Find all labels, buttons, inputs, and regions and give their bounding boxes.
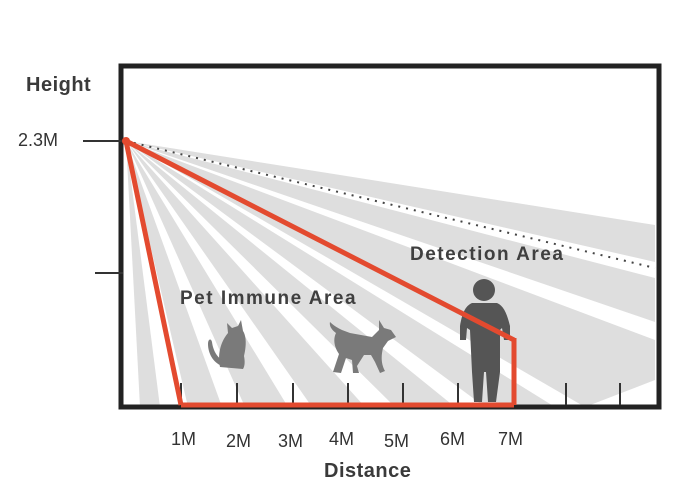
x-tick-1m: 1M [171,429,197,449]
x-tick-4m: 4M [329,429,355,449]
x-tick-3m: 3M [278,431,304,451]
detection-area-label: Detection Area [410,244,565,265]
upper-limit-line [125,140,656,269]
cat-icon [208,320,246,369]
zone-outline [123,138,517,408]
beam-4 [126,141,365,407]
person-icon [460,279,510,402]
x-axis-title: Distance [324,460,412,482]
beam-8 [126,141,655,322]
y-axis-title: Height [26,74,92,96]
y-tick-label: 2.3M [18,130,59,150]
x-tick-5m: 5M [384,431,410,451]
x-tick-2m: 2M [226,431,252,451]
sensor-point [122,137,130,145]
x-tick-6m: 6M [440,429,466,449]
beam-6 [126,141,555,407]
beam-2 [126,141,222,407]
dog-icon [329,320,396,373]
beam-3 [126,141,288,407]
pet-immune-area-label: Pet Immune Area [180,288,358,309]
beam-1 [126,141,160,407]
beam-9 [126,141,655,262]
x-tick-7m: 7M [498,429,524,449]
